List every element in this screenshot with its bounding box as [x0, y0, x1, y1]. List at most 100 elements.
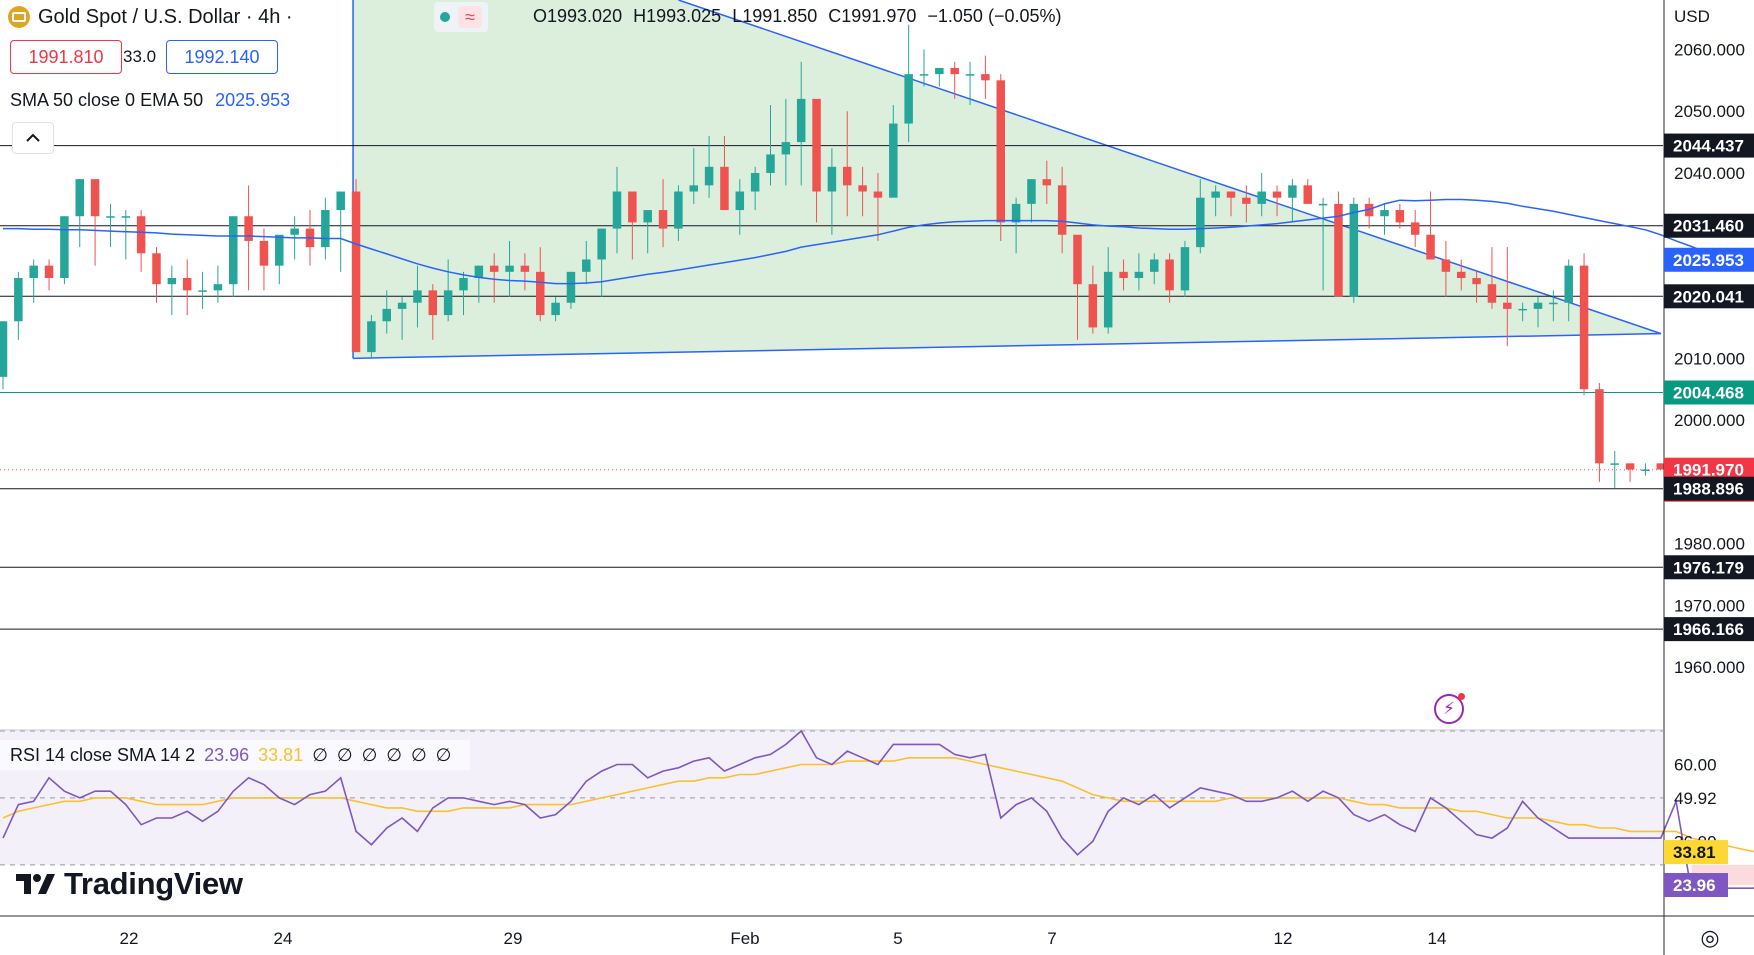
price-tick-label: 2050.000 [1674, 102, 1745, 121]
candle [566, 271, 576, 303]
price-label: 1966.166 [1673, 620, 1744, 639]
candle [367, 321, 376, 353]
candle [0, 321, 8, 377]
candle [1641, 469, 1650, 472]
candle [720, 166, 729, 211]
symbol-title[interactable]: Gold Spot / U.S. Dollar · 4h · [38, 5, 293, 28]
candle [858, 185, 867, 192]
candle [1242, 197, 1251, 204]
candle [1211, 191, 1220, 198]
price-tick-label: 1980.000 [1674, 535, 1745, 554]
candle [29, 265, 38, 279]
time-tick-label: 7 [1047, 929, 1056, 948]
candle [60, 216, 69, 279]
candle [996, 80, 1005, 223]
candle [1150, 259, 1159, 272]
candle [182, 278, 192, 291]
candle [413, 290, 422, 303]
chevron-up-icon [26, 133, 40, 142]
candle [1487, 284, 1497, 303]
time-axis: 22 24 29 Feb 5 7 12 14 [0, 915, 1754, 948]
settings-icon[interactable]: ◎ [1700, 925, 1720, 950]
candle [1288, 185, 1297, 198]
candle [965, 74, 975, 76]
price-label-badge [1664, 213, 1754, 238]
consolidation-zone [353, 0, 1661, 359]
candle [1119, 271, 1128, 279]
currency-label: USD [1674, 7, 1710, 26]
price-label: 1976.179 [1673, 558, 1744, 577]
logo-text: TradingView [64, 866, 243, 901]
ohlc-close: C1991.970 [828, 6, 917, 26]
symbol-header: Gold Spot / U.S. Dollar · 4h · [0, 0, 299, 34]
candle [428, 290, 438, 316]
price-label-badge [1664, 476, 1754, 501]
candle [1441, 259, 1451, 272]
price-label-badge [1664, 133, 1754, 158]
candle [1349, 203, 1359, 297]
price-label: 2004.468 [1673, 383, 1744, 402]
rsi-label: RSI 14 close SMA 14 2 [10, 744, 196, 765]
candle [1625, 463, 1635, 470]
ohlc-low: L1991.850 [732, 6, 818, 26]
candle [935, 67, 944, 75]
indicator-label: SMA 50 close 0 EMA 50 [10, 89, 204, 110]
market-open-dot-icon [440, 12, 450, 22]
price-tick-label: 2060.000 [1674, 40, 1745, 59]
rsi-tick-label: 49.92 [1674, 789, 1717, 808]
rsi-value-label: 23.96 [1673, 876, 1716, 895]
candle [689, 185, 698, 192]
price-label: 2044.437 [1673, 137, 1744, 156]
candle [167, 278, 177, 285]
candle [397, 302, 407, 309]
price-label: 2025.953 [1673, 251, 1744, 270]
rsi-value: 23.96 [204, 744, 250, 765]
candle [1103, 271, 1113, 328]
candle [14, 278, 23, 322]
candle [275, 234, 284, 266]
price-tick-label: 1960.000 [1674, 658, 1745, 677]
ema-50-line [3, 198, 1723, 285]
wave-icon[interactable]: ≈ [458, 6, 482, 28]
candle [1073, 234, 1082, 285]
candle [198, 290, 207, 292]
lightning-icon[interactable]: ⚡ [1434, 693, 1465, 724]
candle [781, 142, 791, 155]
tradingview-logo[interactable]: TradingView [16, 866, 243, 902]
rsi-extra: ∅ [312, 744, 328, 765]
ohlc-readout: O1993.020 H1993.025 L1991.850 C1991.970 … [533, 6, 1068, 27]
candle [152, 253, 161, 285]
candle [459, 278, 468, 291]
candle [244, 216, 253, 241]
rsi-extra: ∅ [386, 744, 402, 765]
currency-selector[interactable]: USD [1664, 0, 1754, 34]
price-label: 2031.460 [1673, 217, 1744, 236]
candle [90, 179, 100, 217]
rsi-legend[interactable]: RSI 14 close SMA 14 2 23.96 33.81 ∅ ∅ ∅ … [0, 740, 471, 770]
candle [766, 154, 775, 173]
ohlc-change: −1.050 (−0.05%) [927, 6, 1062, 26]
candle [75, 179, 84, 217]
candle [1042, 179, 1052, 186]
ohlc-open: O1993.020 [533, 6, 623, 26]
candle [597, 228, 606, 260]
candle [1226, 191, 1236, 198]
rsi-extra: ∅ [435, 744, 452, 765]
candle [520, 265, 530, 272]
candle [1057, 185, 1067, 235]
price-label-badge [1664, 380, 1754, 405]
indicator-value: 2025.953 [215, 89, 291, 110]
candle [1272, 191, 1282, 198]
candle [1196, 197, 1205, 248]
time-tick-label: 5 [893, 929, 902, 948]
indicator-legend[interactable]: SMA 50 close 0 EMA 50 2025.953 [0, 84, 301, 116]
candle [1027, 179, 1036, 204]
candle [735, 191, 745, 211]
collapse-legend-button[interactable] [12, 122, 54, 154]
candle [981, 74, 990, 81]
buy-price-button[interactable]: 1992.140 [166, 40, 278, 74]
market-status[interactable]: ≈ [434, 2, 488, 32]
sell-price-button[interactable]: 1991.810 [10, 40, 122, 74]
candle [1595, 389, 1604, 464]
